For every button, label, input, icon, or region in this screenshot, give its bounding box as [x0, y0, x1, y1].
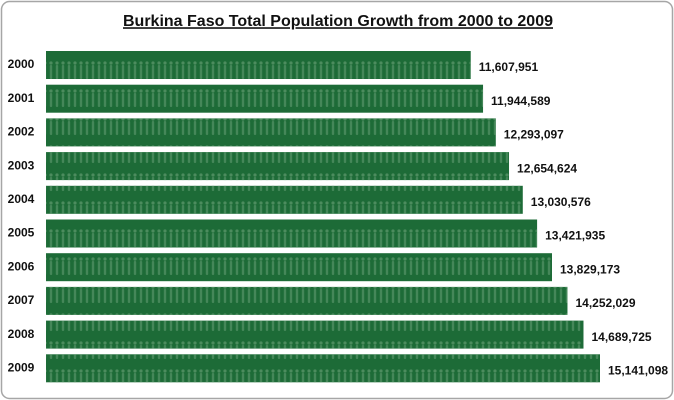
- value-label: 14,689,725: [591, 330, 651, 344]
- value-label: 14,252,029: [575, 296, 635, 310]
- value-label: 11,607,951: [479, 60, 539, 74]
- value-label: 13,030,576: [531, 195, 591, 209]
- y-tick-label: 2009: [8, 360, 35, 374]
- bar-pattern: [46, 118, 496, 147]
- bar-pattern: [46, 320, 584, 349]
- bar-pattern: [46, 152, 510, 181]
- bar-pattern: [46, 219, 538, 248]
- bar-pattern: [46, 286, 568, 315]
- value-label: 13,829,173: [560, 262, 620, 276]
- value-label: 12,654,624: [517, 161, 577, 175]
- value-label: 12,293,097: [504, 128, 564, 142]
- y-tick-label: 2001: [8, 91, 35, 105]
- bar-pattern: [46, 354, 600, 383]
- y-tick-label: 2002: [8, 125, 35, 139]
- y-tick-label: 2005: [8, 226, 35, 240]
- y-tick-label: 2007: [8, 293, 35, 307]
- y-tick-label: 2008: [8, 327, 35, 341]
- value-label: 13,421,935: [545, 229, 605, 243]
- y-tick-label: 2000: [8, 57, 35, 71]
- chart-title: Burkina Faso Total Population Growth fro…: [123, 13, 553, 30]
- y-tick-label: 2006: [8, 259, 35, 273]
- bar-pattern: [46, 84, 484, 113]
- bar-pattern: [46, 51, 471, 79]
- y-tick-label: 2004: [8, 192, 35, 206]
- value-label: 11,944,589: [491, 94, 551, 108]
- value-label: 15,141,098: [608, 363, 668, 377]
- bar-pattern: [46, 185, 523, 214]
- bar-pattern: [46, 253, 552, 282]
- y-tick-label: 2003: [8, 158, 35, 172]
